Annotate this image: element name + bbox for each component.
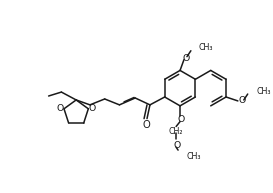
Text: O: O [173, 141, 181, 150]
Text: CH₃: CH₃ [199, 43, 213, 52]
Text: CH₃: CH₃ [257, 87, 271, 96]
Text: O: O [238, 96, 245, 105]
Text: O: O [89, 104, 96, 113]
Text: O: O [57, 104, 64, 113]
Text: CH₂: CH₂ [169, 127, 183, 136]
Text: O: O [142, 119, 150, 130]
Text: O: O [177, 115, 185, 124]
Text: O: O [182, 54, 189, 63]
Text: CH₃: CH₃ [187, 152, 201, 161]
